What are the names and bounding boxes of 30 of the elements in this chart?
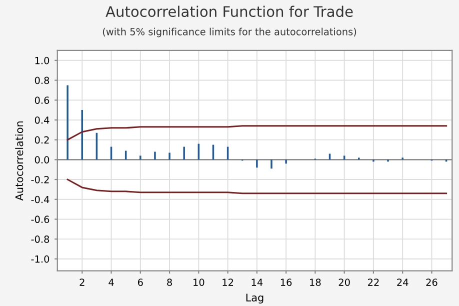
line-series	[66, 125, 448, 141]
x-tick-label: 22	[368, 278, 379, 286]
x-axis-title: Lag	[246, 294, 264, 304]
y-tick-label: 0.4	[34, 116, 50, 124]
y-axis-title: Autocorrelation	[15, 121, 24, 201]
y-tick-label: -0.8	[31, 236, 50, 243]
y-tick-label: -1.0	[31, 255, 50, 263]
x-tick-label: 24	[397, 278, 408, 286]
y-tick-label: -0.4	[31, 196, 50, 204]
x-tick-label: 10	[194, 278, 204, 286]
x-tick-label: 4	[108, 278, 114, 286]
y-tick-label: 0.2	[34, 136, 49, 144]
x-tick-label: 14	[252, 278, 263, 286]
y-tick-label: 0.8	[34, 76, 50, 84]
y-tick-label: 0.0	[34, 156, 50, 164]
chart-title: Autocorrelation Function for Trade	[106, 6, 353, 18]
x-tick-label: 6	[138, 278, 143, 286]
y-tick-label: 0.6	[34, 96, 50, 104]
x-tick-label: 18	[310, 278, 321, 286]
y-tick-label: -0.6	[31, 216, 50, 224]
x-tick-label: 20	[338, 278, 350, 286]
y-tick-label: 1.0	[35, 56, 50, 64]
x-tick-label: 26	[426, 278, 438, 286]
x-tick-label: 2	[80, 278, 84, 286]
y-tick-label: -0.2	[31, 176, 49, 184]
x-tick-label: 16	[280, 278, 292, 286]
x-tick-label: 8	[167, 278, 172, 286]
x-tick-label: 12	[222, 278, 234, 286]
line-series	[66, 178, 448, 194]
chart-subtitle: (with 5% significance limits for the autocorrelations)	[102, 28, 356, 38]
